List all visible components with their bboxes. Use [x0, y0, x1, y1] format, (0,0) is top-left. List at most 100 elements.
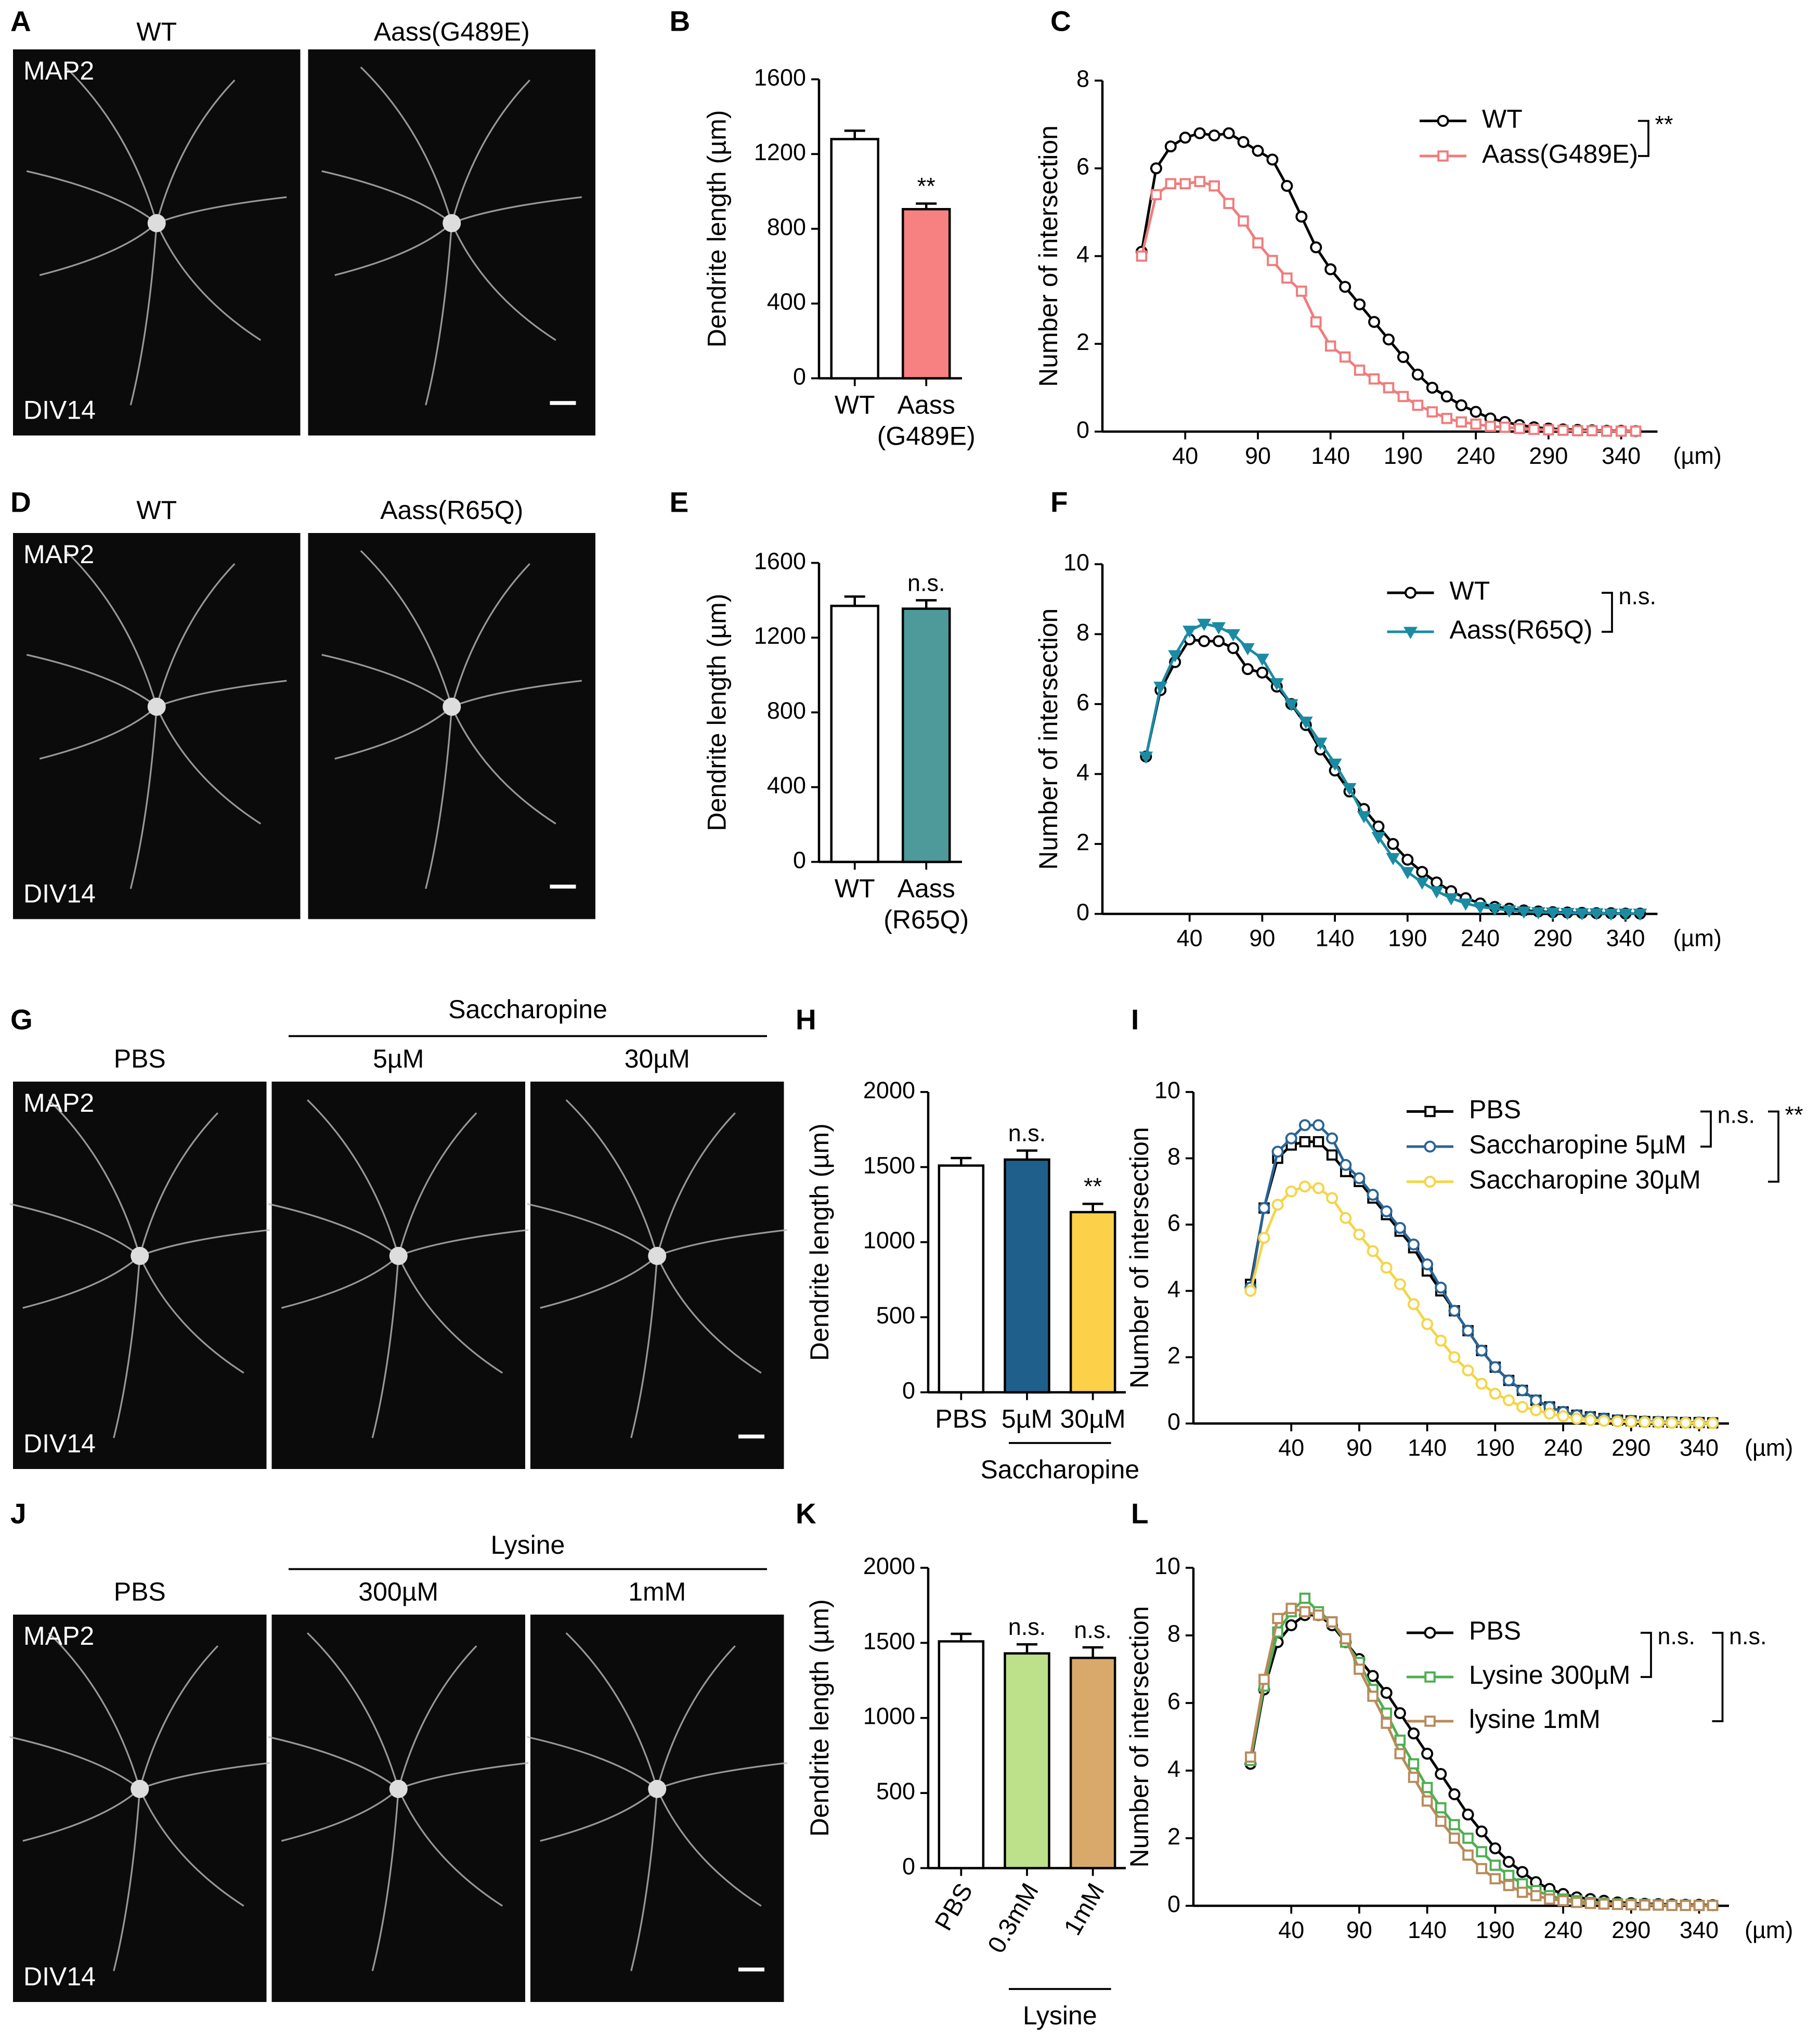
dendrite — [451, 80, 530, 224]
y-tick-label: 10 — [1154, 1553, 1180, 1579]
marker — [1198, 635, 1211, 647]
marker — [1630, 425, 1642, 437]
marker — [1560, 907, 1575, 920]
marker — [1584, 1414, 1596, 1426]
marker — [1256, 666, 1268, 679]
legend-label: Aass(R65Q) — [1450, 615, 1593, 644]
x-tick-label: 90 — [1249, 925, 1275, 951]
x-tick-label: 240 — [1544, 1917, 1583, 1943]
legend-label: WT — [1482, 105, 1523, 134]
marker — [1489, 1387, 1501, 1400]
dendrite — [397, 1255, 503, 1374]
marker — [1502, 905, 1516, 918]
marker — [1462, 1849, 1474, 1861]
micrograph — [13, 49, 301, 436]
y-tick-label: 2000 — [863, 1077, 915, 1103]
marker — [1611, 1415, 1624, 1428]
dendrite — [321, 170, 452, 224]
marker — [1267, 255, 1278, 266]
marker — [1415, 877, 1429, 890]
marker — [1435, 1767, 1447, 1780]
marker — [1342, 783, 1357, 796]
dendrite — [155, 563, 236, 707]
dendrite — [451, 706, 556, 825]
marker — [1397, 391, 1409, 402]
marker — [1499, 421, 1511, 433]
marker — [1139, 751, 1153, 764]
marker — [1421, 1747, 1434, 1760]
marker — [1424, 1140, 1436, 1153]
marker — [1252, 145, 1264, 157]
legend-label: WT — [1450, 576, 1490, 605]
dendrite — [334, 706, 452, 760]
marker — [1530, 1394, 1542, 1407]
x-tick-label: 40 — [1278, 1434, 1304, 1461]
y-tick-label: 6 — [1076, 153, 1089, 180]
x-tick-label: 190 — [1476, 1917, 1515, 1943]
y-tick-label: 400 — [767, 772, 806, 799]
dendrite — [48, 1099, 141, 1256]
marker — [1424, 1106, 1436, 1117]
x-tick-label: 340 — [1680, 1917, 1719, 1943]
marker — [1182, 626, 1197, 638]
dendrite — [397, 1788, 503, 1907]
y-tick-label: 2 — [1076, 829, 1089, 855]
group-label: Saccharopine — [980, 1455, 1139, 1484]
bar — [938, 1640, 985, 1869]
marker — [1255, 654, 1269, 666]
dendrite — [113, 1256, 141, 1438]
dendrite — [156, 196, 287, 224]
marker — [1271, 1146, 1284, 1158]
marker — [1150, 162, 1162, 175]
marker — [1299, 1592, 1311, 1604]
column-label: WT — [136, 496, 177, 525]
soma — [131, 1779, 149, 1798]
marker — [1208, 129, 1220, 141]
legend-label: Saccharopine 30µM — [1469, 1165, 1701, 1194]
marker — [1502, 1374, 1515, 1387]
marker — [1136, 250, 1148, 262]
dendrite — [451, 196, 582, 224]
column-label: 5µM — [373, 1044, 424, 1073]
panel-letter: H — [796, 1004, 816, 1036]
marker — [1514, 423, 1525, 434]
marker — [1394, 1707, 1406, 1719]
marker — [1312, 1119, 1325, 1132]
marker — [1530, 1890, 1542, 1902]
y-tick-label: 6 — [1167, 1210, 1180, 1236]
marker — [1238, 215, 1249, 227]
marker — [1488, 903, 1502, 916]
marker — [1679, 1416, 1692, 1429]
marker — [1226, 629, 1240, 642]
marker — [1489, 1361, 1501, 1373]
marker — [1502, 1855, 1515, 1868]
marker — [1412, 399, 1424, 411]
marker — [1394, 1748, 1406, 1760]
marker — [1372, 820, 1385, 833]
marker — [1429, 886, 1444, 899]
marker — [1403, 627, 1418, 640]
marker — [1489, 1842, 1501, 1854]
panel-letter: J — [10, 1498, 27, 1530]
marker — [1193, 127, 1206, 139]
marker — [1448, 1351, 1461, 1363]
series-line — [1140, 180, 1636, 433]
x-tick-label: WT — [835, 874, 875, 903]
marker — [1285, 1185, 1297, 1198]
y-tick-label: 0 — [793, 363, 806, 389]
marker — [1557, 1895, 1569, 1906]
marker — [1440, 391, 1453, 403]
y-axis-label: Dendrite length (µm) — [703, 110, 732, 348]
x-tick-label: 40 — [1177, 925, 1203, 951]
y-tick-label: 1000 — [863, 1227, 915, 1254]
x-tick-label: 240 — [1544, 1434, 1583, 1461]
marker — [1367, 1691, 1379, 1702]
marker — [1326, 1132, 1338, 1145]
marker — [1462, 1324, 1474, 1337]
marker — [1387, 838, 1399, 850]
marker — [1258, 1232, 1270, 1244]
dendrite — [139, 1788, 244, 1907]
significance-label: n.s. — [1718, 1101, 1756, 1128]
significance-label: n.s. — [1619, 583, 1657, 609]
